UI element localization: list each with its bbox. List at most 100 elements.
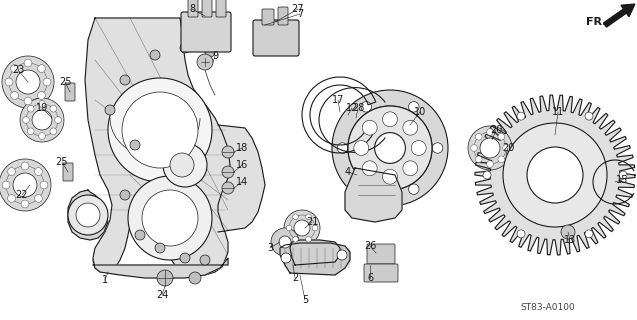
Circle shape: [105, 105, 115, 115]
Circle shape: [108, 78, 212, 182]
Circle shape: [517, 230, 525, 238]
Circle shape: [76, 203, 100, 227]
Text: 9: 9: [212, 51, 218, 61]
FancyBboxPatch shape: [367, 244, 395, 264]
Polygon shape: [280, 243, 350, 275]
Circle shape: [2, 181, 10, 189]
Circle shape: [286, 225, 292, 231]
Circle shape: [271, 228, 299, 256]
Text: 16: 16: [236, 160, 248, 170]
Text: FR.: FR.: [586, 17, 606, 27]
Circle shape: [475, 156, 482, 163]
Circle shape: [471, 145, 477, 151]
Circle shape: [487, 161, 494, 167]
Circle shape: [222, 182, 234, 194]
Circle shape: [475, 133, 482, 140]
Circle shape: [180, 43, 190, 53]
Text: 13: 13: [564, 235, 576, 245]
Circle shape: [284, 210, 320, 246]
Circle shape: [39, 132, 45, 140]
Text: 2: 2: [292, 273, 298, 283]
Text: 6: 6: [367, 273, 373, 283]
Circle shape: [155, 243, 165, 253]
Text: 11: 11: [552, 107, 564, 117]
FancyBboxPatch shape: [188, 0, 198, 17]
FancyBboxPatch shape: [278, 7, 288, 25]
Polygon shape: [93, 258, 228, 278]
Polygon shape: [85, 18, 230, 275]
Text: 14: 14: [236, 177, 248, 187]
Polygon shape: [68, 190, 108, 240]
Text: 10: 10: [414, 107, 426, 117]
Circle shape: [8, 195, 15, 202]
Text: 8: 8: [189, 4, 195, 14]
Circle shape: [279, 236, 291, 248]
Circle shape: [468, 126, 512, 170]
Circle shape: [354, 140, 369, 156]
Circle shape: [561, 225, 575, 239]
Circle shape: [0, 159, 51, 211]
Circle shape: [585, 112, 593, 120]
Circle shape: [408, 101, 419, 112]
Text: 12: 12: [346, 103, 358, 113]
Circle shape: [50, 105, 57, 112]
Text: 5: 5: [302, 295, 308, 305]
Circle shape: [503, 145, 510, 151]
FancyBboxPatch shape: [63, 163, 73, 181]
Circle shape: [40, 181, 48, 189]
Polygon shape: [290, 240, 340, 265]
Text: 15: 15: [616, 175, 628, 185]
Circle shape: [527, 147, 583, 203]
Text: 18: 18: [236, 143, 248, 153]
Text: 21: 21: [306, 217, 318, 227]
Text: ST83-A0100: ST83-A0100: [520, 303, 575, 313]
Circle shape: [43, 78, 51, 86]
Circle shape: [294, 220, 310, 236]
Circle shape: [306, 214, 311, 220]
Circle shape: [21, 200, 29, 208]
Text: 20: 20: [490, 125, 502, 135]
Text: 4: 4: [345, 167, 351, 177]
Circle shape: [222, 146, 234, 158]
Circle shape: [433, 143, 443, 153]
Circle shape: [361, 184, 371, 195]
Circle shape: [205, 47, 215, 57]
Circle shape: [412, 140, 426, 156]
Circle shape: [68, 195, 108, 235]
Circle shape: [362, 120, 377, 135]
Circle shape: [503, 123, 607, 227]
Circle shape: [189, 272, 201, 284]
FancyBboxPatch shape: [216, 0, 226, 17]
Circle shape: [50, 128, 57, 135]
Circle shape: [337, 143, 348, 153]
Circle shape: [13, 173, 37, 197]
FancyArrow shape: [604, 4, 635, 27]
Polygon shape: [218, 125, 265, 232]
Circle shape: [483, 171, 491, 179]
Circle shape: [332, 90, 448, 206]
Circle shape: [487, 129, 494, 135]
Circle shape: [498, 156, 505, 163]
Circle shape: [361, 101, 371, 112]
Circle shape: [200, 255, 210, 265]
Circle shape: [517, 112, 525, 120]
Text: 20: 20: [502, 143, 514, 153]
Circle shape: [21, 162, 29, 170]
Circle shape: [24, 59, 32, 67]
Circle shape: [403, 161, 418, 176]
Text: 27: 27: [292, 4, 304, 14]
Circle shape: [170, 153, 194, 177]
Circle shape: [130, 140, 140, 150]
Text: 1: 1: [102, 275, 108, 285]
Text: 26: 26: [364, 241, 376, 251]
Circle shape: [180, 253, 190, 263]
FancyBboxPatch shape: [262, 9, 274, 25]
Circle shape: [11, 65, 18, 73]
Circle shape: [403, 120, 418, 135]
Circle shape: [5, 78, 13, 86]
Circle shape: [281, 253, 291, 263]
Circle shape: [150, 50, 160, 60]
Text: 19: 19: [36, 103, 48, 113]
Text: 25: 25: [59, 77, 71, 87]
Circle shape: [122, 92, 198, 168]
